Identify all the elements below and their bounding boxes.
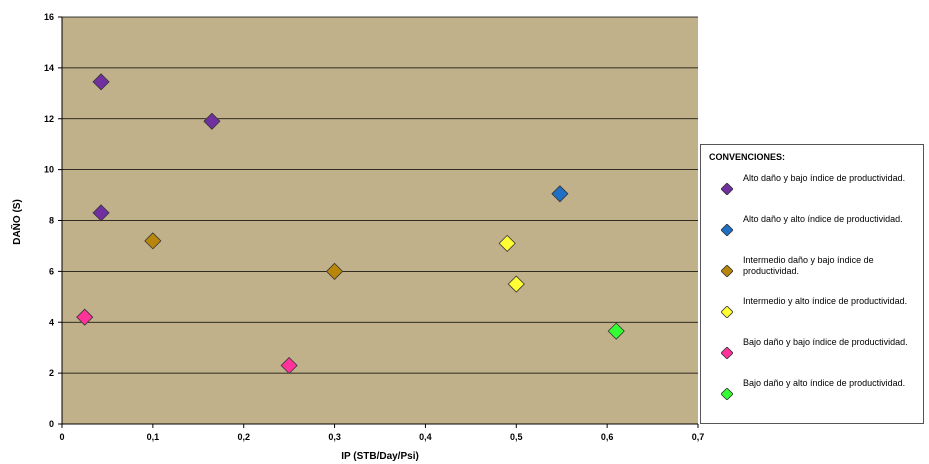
legend-marker-diamond-icon <box>721 224 733 236</box>
legend-marker-diamond-icon <box>721 388 733 400</box>
legend-item: Alto daño y bajo índice de productividad… <box>701 173 923 213</box>
legend-label: Intermedio daño y bajo índice de product… <box>743 255 918 277</box>
legend-label: Intermedio y alto índice de productivida… <box>743 296 918 307</box>
legend-item: Alto daño y alto índice de productividad… <box>701 214 923 254</box>
y-tick-label: 4 <box>49 317 54 327</box>
legend-label: Bajo daño y alto índice de productividad… <box>743 378 918 389</box>
legend-title: CONVENCIONES: <box>709 152 785 162</box>
legend-label: Bajo daño y bajo índice de productividad… <box>743 337 918 348</box>
x-tick-label: 0,4 <box>419 432 432 442</box>
y-tick-label: 2 <box>49 368 54 378</box>
legend-item: Intermedio daño y bajo índice de product… <box>701 255 923 295</box>
y-axis-title: DAÑO (S) <box>10 199 23 245</box>
legend-label: Alto daño y alto índice de productividad… <box>743 214 918 225</box>
x-tick-label: 0,7 <box>692 432 705 442</box>
y-tick-label: 14 <box>44 63 54 73</box>
y-tick-label: 8 <box>49 216 54 226</box>
x-tick-label: 0,5 <box>510 432 523 442</box>
y-tick-label: 12 <box>44 114 54 124</box>
legend-marker-diamond-icon <box>721 347 733 359</box>
legend-item: Bajo daño y alto índice de productividad… <box>701 378 923 418</box>
x-axis-ticks: 0 0,1 0,2 0,3 0,4 0,5 0,6 0,7 <box>59 424 704 442</box>
y-tick-label: 10 <box>44 165 54 175</box>
x-tick-label: 0,1 <box>147 432 160 442</box>
x-axis-title: IP (STB/Day/Psi) <box>341 451 419 462</box>
legend-marker-diamond-icon <box>721 265 733 277</box>
legend: CONVENCIONES: Alto daño y bajo índice de… <box>700 144 924 424</box>
legend-marker-diamond-icon <box>721 183 733 195</box>
legend-label: Alto daño y bajo índice de productividad… <box>743 173 918 184</box>
y-tick-label: 16 <box>44 12 54 22</box>
y-axis-ticks: 0 2 4 6 8 10 12 14 16 <box>44 12 62 429</box>
x-tick-label: 0,2 <box>237 432 250 442</box>
x-tick-label: 0 <box>59 432 64 442</box>
y-tick-label: 6 <box>49 266 54 276</box>
x-tick-label: 0,6 <box>601 432 614 442</box>
legend-marker-diamond-icon <box>721 306 733 318</box>
x-tick-label: 0,3 <box>328 432 341 442</box>
legend-item: Intermedio y alto índice de productivida… <box>701 296 923 336</box>
legend-item: Bajo daño y bajo índice de productividad… <box>701 337 923 377</box>
y-tick-label: 0 <box>49 419 54 429</box>
